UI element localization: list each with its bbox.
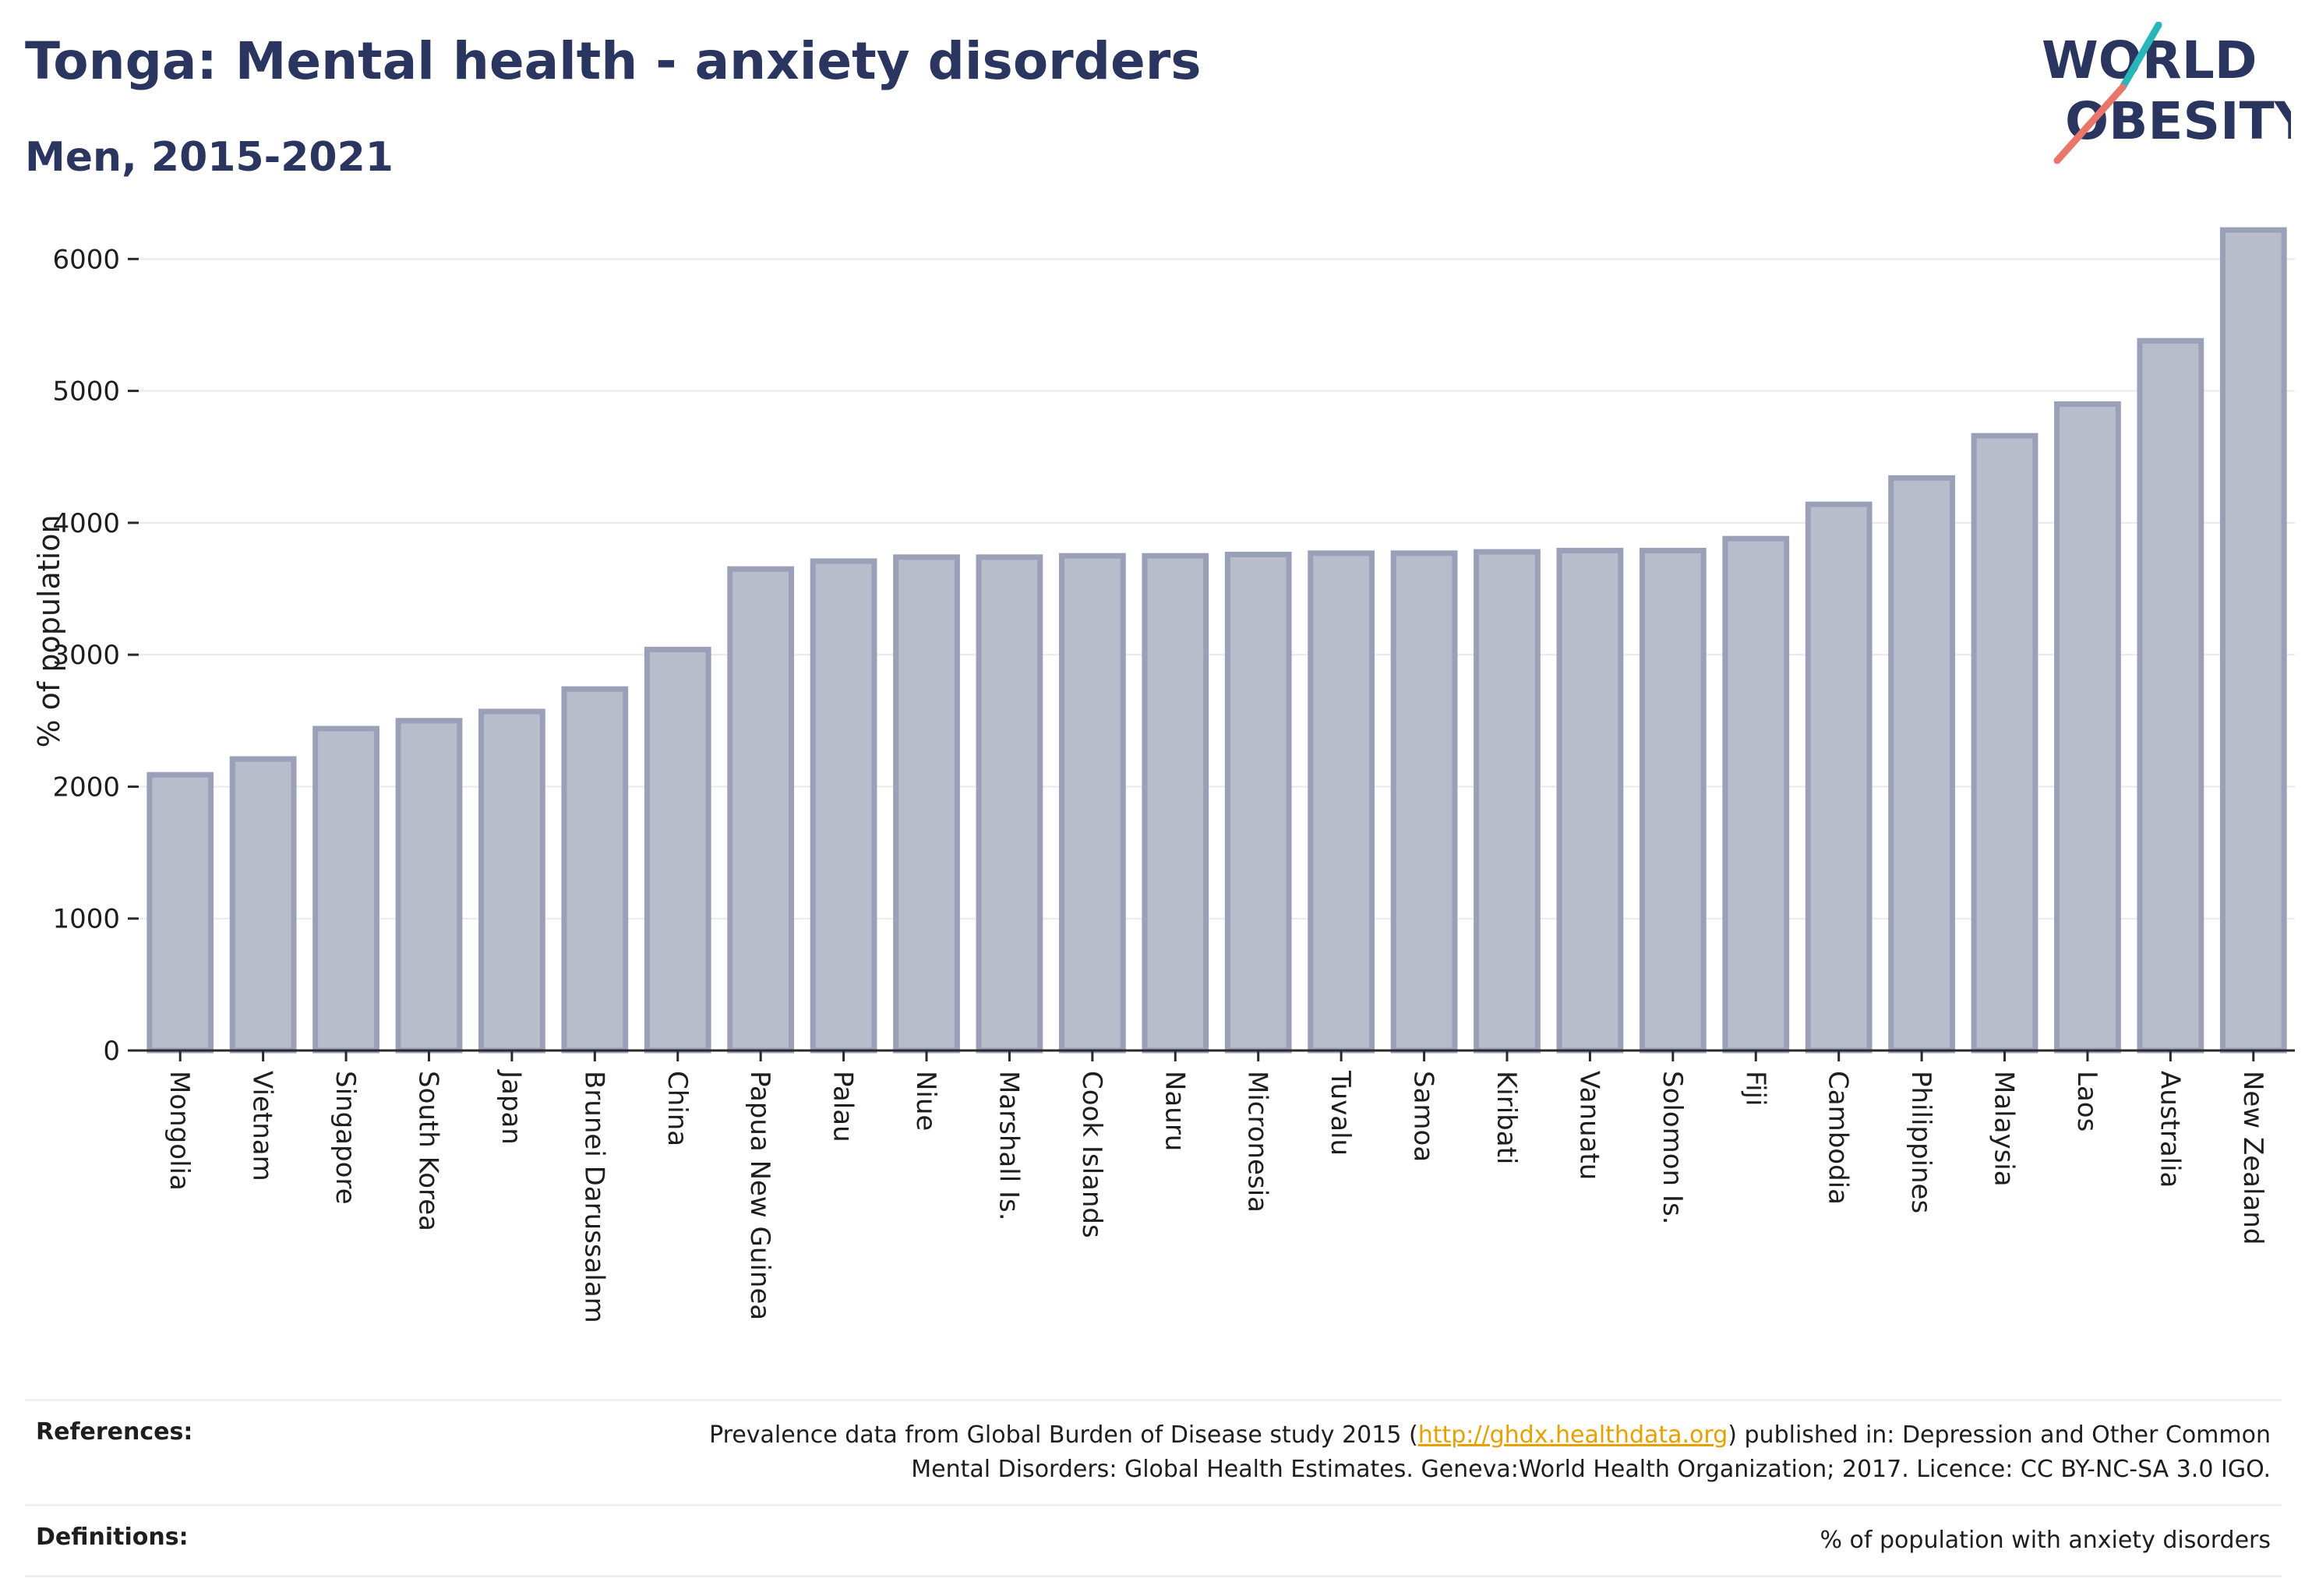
x-tick-label: Brunei Darussalam	[578, 1071, 609, 1323]
y-tick-label: 0	[103, 1036, 120, 1067]
x-tick-label: Papua New Guinea	[744, 1071, 775, 1320]
bar[interactable]	[229, 756, 297, 1054]
x-tick-label: Mongolia	[164, 1071, 195, 1191]
x-tick-label: Cambodia	[1823, 1071, 1854, 1205]
references-text-part-3: Mental Disorders: Global Health Estimate…	[911, 1456, 2271, 1483]
bar[interactable]	[727, 566, 795, 1054]
x-tick-label: Japan	[496, 1069, 527, 1145]
chart-subtitle: Men, 2015-2021	[25, 134, 394, 181]
bar[interactable]	[2219, 227, 2287, 1054]
bar[interactable]	[810, 558, 877, 1054]
y-tick-label: 5000	[52, 376, 120, 408]
bar[interactable]	[644, 646, 711, 1054]
bar[interactable]	[893, 554, 960, 1054]
bar[interactable]	[2137, 337, 2204, 1054]
x-tick-label: Niue	[910, 1071, 941, 1131]
bar[interactable]	[1308, 550, 1375, 1054]
bar[interactable]	[478, 708, 545, 1054]
bar[interactable]	[2054, 401, 2121, 1054]
footer: References: Prevalence data from Global …	[25, 1399, 2282, 1577]
y-tick-label: 1000	[52, 904, 120, 935]
x-tick-label: China	[662, 1071, 693, 1146]
references-text-part-1: Prevalence data from Global Burden of Di…	[709, 1421, 1418, 1449]
y-tick-label: 6000	[52, 244, 120, 275]
bar[interactable]	[1142, 553, 1209, 1054]
references-link[interactable]: http://ghdx.healthdata.org	[1417, 1421, 1728, 1449]
logo-slash-teal	[2119, 22, 2162, 91]
bar[interactable]	[1390, 550, 1458, 1054]
axis-layer: 0 1000 2000 3000 4000 5000 6000 Mongolia Vietnam…	[52, 244, 2295, 1323]
x-tick-label: Samoa	[1408, 1071, 1439, 1162]
x-tick-label: Tuvalu	[1325, 1070, 1356, 1156]
x-tick-label: Micronesia	[1242, 1071, 1273, 1213]
x-tick-label: Singapore	[330, 1071, 361, 1205]
x-tick-label: Cook Islands	[1076, 1071, 1107, 1238]
bar[interactable]	[146, 772, 214, 1054]
y-tick-label: 3000	[52, 640, 120, 671]
bar[interactable]	[312, 726, 379, 1054]
x-tick-label: South Korea	[412, 1071, 443, 1231]
bar[interactable]	[976, 554, 1043, 1054]
y-axis-label: % of population	[32, 514, 66, 747]
bar[interactable]	[1474, 549, 1541, 1054]
references-label: References:	[36, 1418, 193, 1446]
definitions-label: Definitions:	[36, 1524, 189, 1551]
references-text: Prevalence data from Global Burden of Di…	[709, 1418, 2271, 1487]
y-tick-label: 2000	[52, 772, 120, 803]
bar[interactable]	[1971, 433, 2038, 1054]
bar-layer	[146, 227, 2287, 1054]
x-tick-label: Philippines	[1905, 1071, 1936, 1213]
bar[interactable]	[1805, 501, 1873, 1054]
logo-text-obesity: OBESITY	[2065, 91, 2291, 151]
bar[interactable]	[1556, 547, 1624, 1054]
x-tick-label: Australia	[2154, 1071, 2185, 1188]
bar[interactable]	[395, 718, 463, 1054]
x-tick-label: Vietnam	[247, 1071, 278, 1181]
x-tick-label: Nauru	[1159, 1071, 1190, 1151]
bar[interactable]	[1722, 535, 1790, 1054]
references-text-part-2: ) published in: Depression and Other Com…	[1728, 1421, 2271, 1449]
logo-slash-coral	[2053, 83, 2127, 164]
x-tick-label: Fiji	[1739, 1071, 1770, 1106]
x-tick-label: Solomon Is.	[1657, 1071, 1688, 1224]
bar-chart: 0 1000 2000 3000 4000 5000 6000 Mongolia Vietnam…	[32, 227, 2295, 1323]
y-tick-label: 4000	[52, 508, 120, 539]
bar[interactable]	[1224, 552, 1292, 1054]
definitions-row: Definitions: % of population with anxiet…	[25, 1504, 2282, 1577]
bar[interactable]	[1888, 475, 1955, 1054]
definitions-text: % of population with anxiety disorders	[1820, 1527, 2271, 1554]
x-tick-label: New Zealand	[2237, 1071, 2268, 1245]
bar[interactable]	[1058, 553, 1126, 1054]
x-tick-label: Malaysia	[1989, 1071, 2020, 1187]
bar[interactable]	[1639, 547, 1707, 1054]
x-tick-label: Laos	[2071, 1071, 2102, 1132]
x-tick-label: Vanuatu	[1573, 1071, 1604, 1180]
bar[interactable]	[561, 686, 629, 1054]
world-obesity-logo: WORLD OBESITY	[2042, 22, 2291, 164]
x-tick-label: Palau	[828, 1071, 859, 1142]
chart-title: Tonga: Mental health - anxiety disorders	[25, 31, 1202, 91]
x-tick-label: Kiribati	[1491, 1071, 1522, 1164]
references-row: References: Prevalence data from Global …	[25, 1399, 2282, 1504]
x-tick-label: Marshall Is.	[993, 1071, 1024, 1221]
